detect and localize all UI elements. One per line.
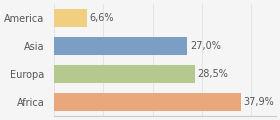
Bar xyxy=(54,37,187,55)
Text: 27,0%: 27,0% xyxy=(190,41,221,51)
Text: 6,6%: 6,6% xyxy=(90,13,114,23)
Text: 28,5%: 28,5% xyxy=(197,69,228,79)
Bar xyxy=(54,65,195,83)
Bar xyxy=(54,9,87,27)
Text: 37,9%: 37,9% xyxy=(244,97,275,107)
Bar xyxy=(54,93,241,111)
